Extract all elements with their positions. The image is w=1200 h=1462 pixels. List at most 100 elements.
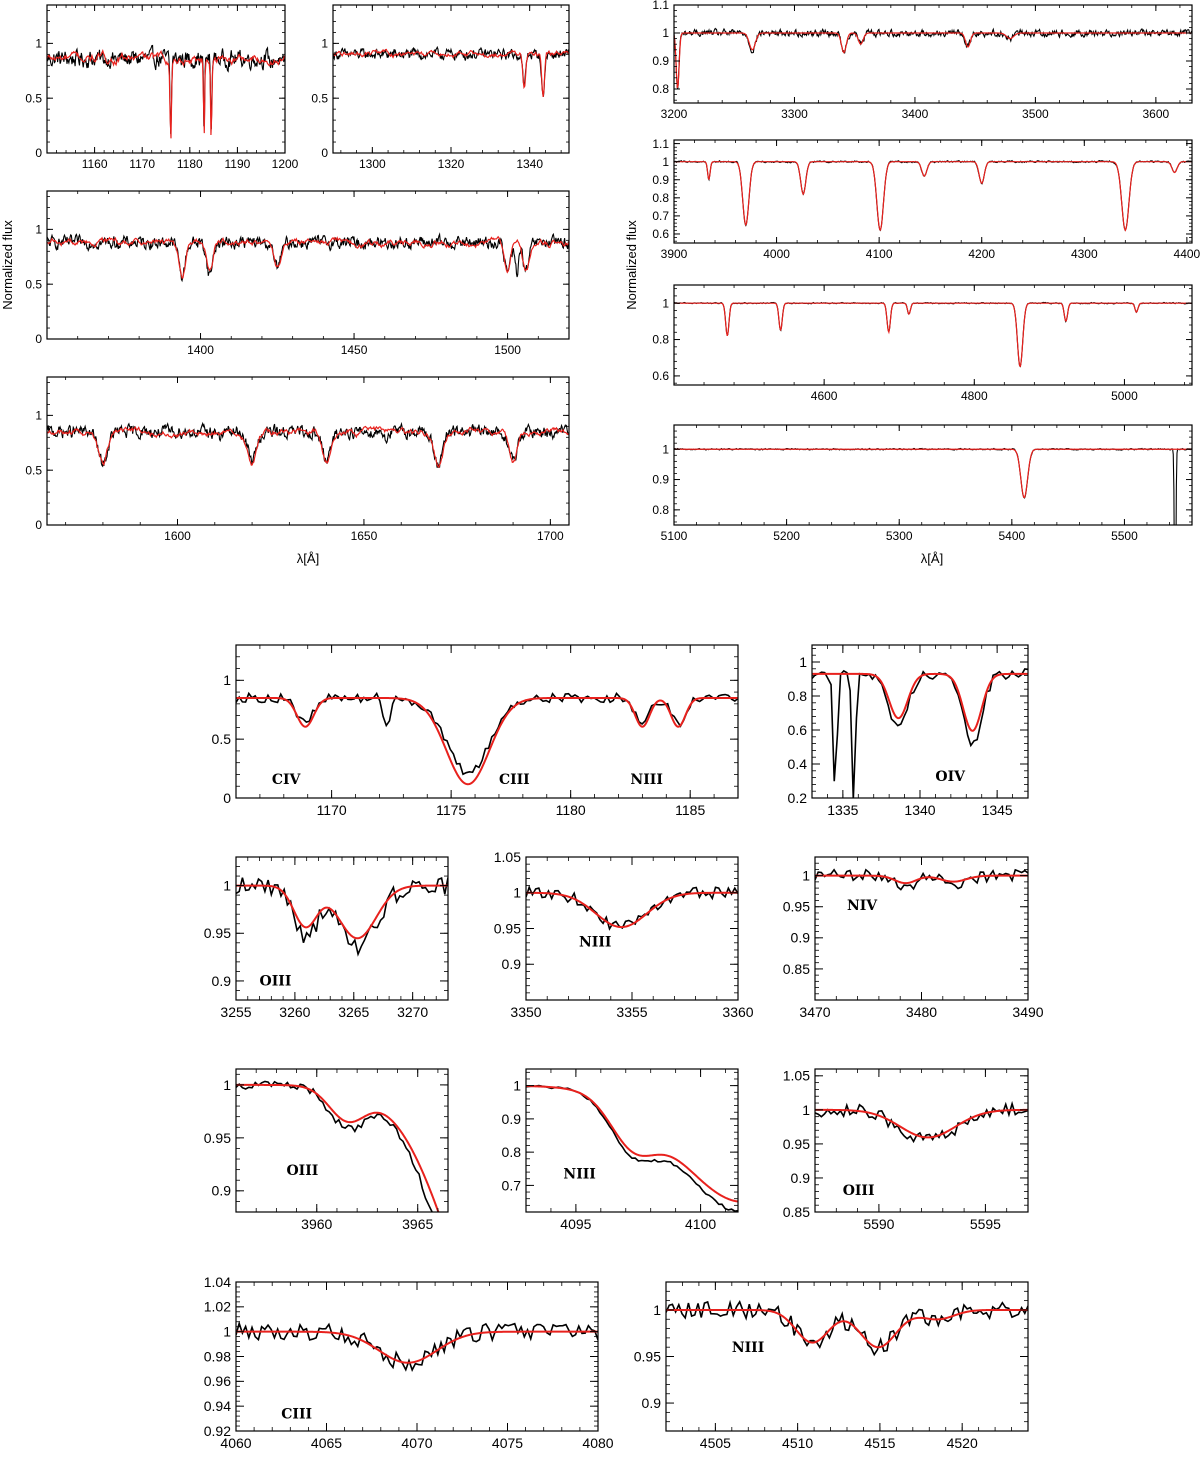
- ion-label-z4: NIII: [579, 934, 611, 950]
- frame-u1: [46, 4, 286, 154]
- frame-z7: [525, 1068, 739, 1213]
- frame-u3: [46, 190, 570, 340]
- xtick-label-z6: 3965: [402, 1216, 433, 1232]
- xtick-label-o4: 5500: [1111, 529, 1138, 543]
- observed-spectrum-u3: [47, 232, 569, 283]
- observed-spectrum-z2: [812, 668, 1028, 798]
- panel-z7: 4095 4100 0.7 0.8 0.9 1 NIII: [502, 1068, 739, 1232]
- ytick-label-z7: 1: [513, 1078, 521, 1094]
- xtick-label-z3: 3260: [279, 1004, 310, 1020]
- xtick-label-o2: 4300: [1071, 247, 1098, 261]
- observed-spectrum-z3: [236, 877, 448, 957]
- xtick-label-z2: 1335: [827, 802, 858, 818]
- ytick-label-o1: 1.1: [652, 0, 669, 12]
- xtick-label-u1: 1170: [129, 157, 155, 171]
- ytick-label-z5: 1: [802, 868, 810, 884]
- xtick-label-u1: 1160: [82, 157, 108, 171]
- xtick-label-o1: 3500: [1022, 107, 1049, 121]
- ytick-label-o1: 1: [662, 26, 669, 40]
- plot-area-u2: [333, 45, 569, 97]
- panel-z10: 4505 4510 4515 4520 0.9 0.95 1 NIII: [634, 1281, 1029, 1451]
- xtick-label-o2: 3900: [661, 247, 688, 261]
- ytick-label-z2: 1: [799, 654, 807, 670]
- ytick-label-o2: 0.9: [652, 173, 669, 187]
- xtick-label-o3: 4600: [811, 389, 838, 403]
- frame-o1: [673, 4, 1193, 104]
- plot-area-z7: [526, 1084, 738, 1212]
- ytick-label-z1: 0.5: [212, 731, 232, 747]
- xtick-label-z1: 1185: [675, 802, 705, 818]
- ion-label-z5: NIV: [847, 898, 878, 914]
- panel-o2: 3900 4000 4100 4200 4300 4400 0.6 0.7 0.8 0.9 1 1.1: [652, 137, 1200, 261]
- xtick-label-z9: 4070: [401, 1435, 432, 1451]
- frame-o3: [673, 284, 1193, 386]
- ytick-label-z4: 1.05: [494, 849, 521, 865]
- ytick-label-o2: 0.7: [652, 209, 669, 223]
- ytick-label-z10: 0.9: [642, 1395, 662, 1411]
- plot-area-z10: [666, 1299, 1028, 1357]
- ytick-label-z9: 0.92: [204, 1423, 231, 1439]
- ytick-label-z9: 1.04: [204, 1274, 231, 1290]
- ytick-label-o1: 0.8: [652, 82, 669, 96]
- ion-label-z1: CIV: [272, 772, 302, 788]
- xtick-label-z2: 1340: [904, 802, 935, 818]
- xtick-label-u1: 1190: [224, 157, 250, 171]
- ytick-label-z6: 1: [223, 1077, 231, 1093]
- model-spectrum-o1: [674, 32, 1192, 89]
- panel-z3: 3255 3260 3265 3270 0.9 0.95 1 OIII: [204, 856, 449, 1020]
- observed-spectrum-u2: [333, 45, 569, 97]
- ytick-label-o4: 1: [662, 442, 669, 456]
- ytick-label-z9: 1.02: [204, 1299, 231, 1315]
- model-spectrum-u2: [333, 48, 569, 97]
- observed-spectrum-z10: [666, 1299, 1028, 1357]
- ion-label-z1: CIII: [499, 772, 530, 788]
- ytick-label-u3: 0: [35, 332, 42, 346]
- xtick-label-z3: 3270: [397, 1004, 428, 1020]
- ytick-label-o3: 1: [662, 296, 669, 310]
- plot-area-u3: [47, 232, 569, 283]
- observed-spectrum-o1: [674, 27, 1192, 90]
- xtick-label-u2: 1300: [359, 157, 386, 171]
- panel-z5: 3470 3480 3490 0.85 0.9 0.95 1 NIV: [783, 856, 1044, 1020]
- panel-z1: 1170 1175 1180 1185 0 0.5 1 CIV CIII NIII: [212, 644, 739, 818]
- xtick-label-o4: 5400: [998, 529, 1025, 543]
- xtick-label-u4: 1650: [351, 529, 378, 543]
- top-left-ylabel: Normalized flux: [0, 220, 15, 310]
- ytick-label-z4: 1: [513, 885, 521, 901]
- plot-area-u1: [47, 44, 285, 139]
- plot-area-z9: [236, 1320, 598, 1372]
- model-spectrum-o4: [674, 448, 1192, 499]
- ytick-label-z9: 0.94: [204, 1398, 231, 1414]
- ytick-label-z2: 0.4: [788, 756, 808, 772]
- plot-area-z5: [815, 868, 1028, 891]
- ytick-label-o2: 1: [662, 155, 669, 169]
- ytick-label-z5: 0.85: [783, 961, 810, 977]
- ytick-label-z8: 1.05: [783, 1068, 810, 1084]
- ytick-label-z8: 0.9: [791, 1170, 811, 1186]
- frame-o2: [673, 139, 1193, 244]
- xtick-label-z4: 3350: [510, 1004, 541, 1020]
- xtick-label-u2: 1320: [438, 157, 465, 171]
- xtick-label-z1: 1180: [556, 802, 586, 818]
- ytick-label-o4: 0.8: [652, 503, 669, 517]
- ytick-label-o3: 0.8: [652, 333, 669, 347]
- frame-u4: [46, 376, 570, 526]
- ytick-label-z9: 0.98: [204, 1348, 231, 1364]
- model-spectrum-z2: [812, 672, 1028, 732]
- model-spectrum-z1: [236, 696, 738, 786]
- xtick-label-o4: 5300: [886, 529, 913, 543]
- xtick-label-o3: 5000: [1111, 389, 1138, 403]
- plot-area-u4: [47, 421, 569, 469]
- ytick-label-z4: 0.9: [502, 956, 522, 972]
- top-right-ylabel: Normalized flux: [624, 220, 639, 310]
- ytick-label-z1: 1: [223, 672, 231, 688]
- xtick-label-z10: 4520: [947, 1435, 978, 1451]
- ytick-label-o3: 0.6: [652, 369, 669, 383]
- ytick-label-z2: 0.8: [788, 688, 808, 704]
- xtick-label-o4: 5200: [773, 529, 800, 543]
- ytick-label-z5: 0.95: [783, 899, 810, 915]
- ytick-label-u4: 0.5: [25, 463, 42, 477]
- observed-spectrum-o3: [674, 301, 1192, 368]
- ytick-label-z4: 0.95: [494, 920, 521, 936]
